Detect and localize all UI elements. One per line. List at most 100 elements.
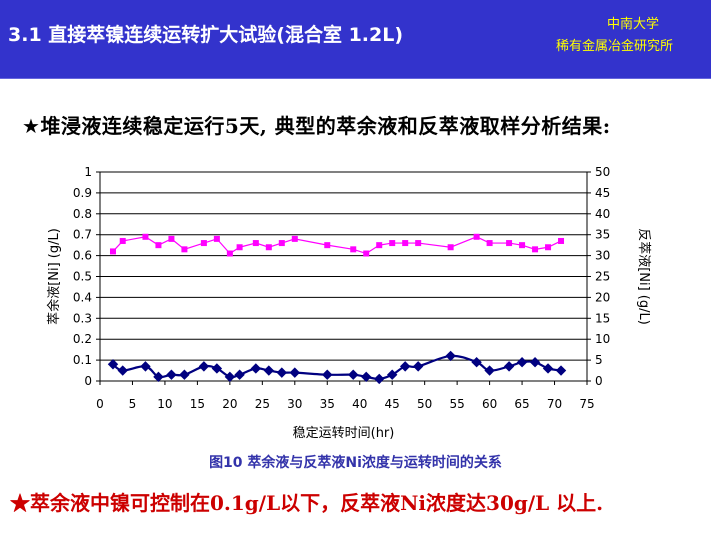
raffinate-point bbox=[211, 363, 223, 374]
strip-liquor-point bbox=[213, 235, 220, 242]
strip-liquor-point bbox=[389, 240, 396, 247]
raffinate-point bbox=[250, 363, 262, 374]
headline: ★堆浸液连续稳定运行5天, 典型的萃余液和反萃液取样分析结果: bbox=[22, 110, 611, 139]
right-y-tick-label: 50 bbox=[595, 165, 610, 179]
raffinate-point bbox=[529, 356, 541, 368]
raffinate-point bbox=[234, 369, 245, 380]
institute-name: 稀有金属冶金研究所 bbox=[556, 39, 674, 54]
raffinate-point bbox=[179, 369, 190, 380]
left-y-tick-label: 0.1 bbox=[73, 353, 92, 367]
x-tick-label: 50 bbox=[417, 397, 432, 411]
x-tick-label: 30 bbox=[287, 397, 302, 411]
strip-liquor-point bbox=[142, 233, 149, 240]
right-y-tick-label: 5 bbox=[595, 353, 603, 367]
left-y-tick-label: 0.7 bbox=[73, 228, 92, 242]
left-y-tick-label: 0.8 bbox=[73, 207, 92, 221]
left-y-tick-label: 0.5 bbox=[73, 270, 92, 284]
raffinate-point bbox=[198, 361, 210, 372]
strip-liquor-point bbox=[473, 233, 480, 240]
left-y-axis-label: 萃余液[Ni] (g/L) bbox=[46, 228, 62, 325]
strip-liquor-point bbox=[226, 250, 233, 257]
right-y-tick-label: 10 bbox=[595, 332, 610, 346]
x-tick-label: 40 bbox=[352, 397, 367, 411]
strip-liquor-point bbox=[519, 242, 526, 249]
raffinate-point bbox=[276, 367, 288, 378]
university-name: 中南大学 bbox=[606, 17, 659, 32]
right-y-tick-label: 30 bbox=[595, 249, 610, 263]
strip-liquor-point bbox=[558, 237, 565, 244]
strip-liquor-line bbox=[112, 236, 562, 255]
x-tick-label: 25 bbox=[255, 397, 270, 411]
raffinate-point bbox=[374, 373, 385, 385]
strip-liquor-point bbox=[415, 240, 422, 247]
right-y-tick-label: 40 bbox=[595, 207, 610, 221]
right-y-tick-label: 0 bbox=[595, 374, 603, 388]
series-layer bbox=[107, 233, 567, 385]
conclusion-text: ★萃余液中镍可控制在0.1g/L以下，反萃液Ni浓度达30g/L 以上. bbox=[10, 491, 604, 515]
raffinate-point bbox=[322, 369, 333, 380]
figure-caption: 图10 萃余液与反萃液Ni浓度与运转时间的关系 bbox=[209, 455, 502, 471]
x-tick-label: 20 bbox=[222, 397, 237, 411]
raffinate-point bbox=[140, 361, 151, 372]
raffinate-point bbox=[471, 356, 482, 368]
strip-liquor-point bbox=[402, 240, 409, 247]
strip-liquor-point bbox=[291, 235, 298, 242]
x-tick-label: 55 bbox=[449, 397, 464, 411]
right-y-tick-label: 45 bbox=[595, 186, 610, 200]
left-y-tick-label: 0.3 bbox=[73, 311, 92, 325]
axis-ticks: 00.10.20.30.40.50.60.70.80.9105101520253… bbox=[73, 165, 610, 411]
left-y-tick-label: 0.2 bbox=[73, 332, 92, 346]
x-tick-label: 15 bbox=[190, 397, 205, 411]
raffinate-point bbox=[412, 361, 424, 372]
organization-label: 中南大学 稀有金属冶金研究所 bbox=[556, 14, 706, 58]
raffinate-point bbox=[117, 365, 128, 376]
strip-liquor-point bbox=[181, 246, 188, 253]
raffinate-point bbox=[516, 356, 528, 368]
raffinate-point bbox=[153, 371, 164, 383]
raffinate-point bbox=[484, 365, 495, 376]
left-y-tick-label: 0.6 bbox=[73, 249, 92, 263]
raffinate-point bbox=[445, 350, 456, 362]
right-y-tick-label: 15 bbox=[595, 311, 610, 325]
x-tick-label: 65 bbox=[514, 397, 529, 411]
raffinate-point bbox=[503, 361, 515, 372]
strip-liquor-point bbox=[447, 244, 454, 251]
strip-liquor-point bbox=[155, 242, 162, 249]
raffinate-point bbox=[166, 369, 177, 380]
raffinate-point bbox=[107, 359, 119, 370]
left-y-tick-label: 0 bbox=[84, 374, 92, 388]
star-icon: ★ bbox=[22, 114, 41, 138]
strip-liquor-point bbox=[486, 240, 493, 247]
headline-text: 堆浸液连续稳定运行5天, 典型的萃余液和反萃液取样分析结果: bbox=[40, 114, 611, 138]
raffinate-point bbox=[289, 367, 301, 378]
gridlines bbox=[100, 192, 587, 361]
x-axis-label: 稳定运转时间(hr) bbox=[293, 425, 395, 441]
right-y-tick-label: 25 bbox=[595, 270, 610, 284]
strip-liquor-point bbox=[168, 235, 175, 242]
left-y-tick-label: 0.9 bbox=[73, 186, 92, 200]
strip-liquor-point bbox=[109, 248, 116, 255]
slide-header: 3.1 直接萃镍连续运转扩大试验(混合室 1.2L) 中南大学 稀有金属冶金研究… bbox=[0, 0, 711, 79]
raffinate-point bbox=[224, 371, 236, 383]
x-tick-label: 5 bbox=[129, 397, 137, 411]
raffinate-point bbox=[263, 365, 275, 376]
strip-liquor-point bbox=[252, 240, 259, 247]
right-y-tick-label: 20 bbox=[595, 290, 610, 304]
slide-title: 3.1 直接萃镍连续运转扩大试验(混合室 1.2L) bbox=[8, 24, 404, 46]
strip-liquor-point bbox=[324, 242, 331, 249]
raffinate-point bbox=[399, 361, 411, 372]
x-tick-label: 70 bbox=[547, 397, 562, 411]
strip-liquor-point bbox=[532, 246, 539, 253]
strip-liquor-point bbox=[265, 244, 272, 251]
strip-liquor-point bbox=[119, 237, 126, 244]
strip-liquor-point bbox=[506, 240, 513, 247]
x-tick-label: 35 bbox=[320, 397, 335, 411]
raffinate-point bbox=[361, 371, 372, 383]
chart: 00.10.20.30.40.50.60.70.80.9105101520253… bbox=[46, 165, 651, 441]
right-y-tick-label: 35 bbox=[595, 228, 610, 242]
strip-liquor-point bbox=[200, 240, 207, 247]
right-y-axis-label: 反萃液[Ni] (g/L) bbox=[636, 228, 651, 325]
x-tick-label: 10 bbox=[157, 397, 172, 411]
x-tick-label: 60 bbox=[482, 397, 497, 411]
strip-liquor-point bbox=[376, 242, 383, 249]
